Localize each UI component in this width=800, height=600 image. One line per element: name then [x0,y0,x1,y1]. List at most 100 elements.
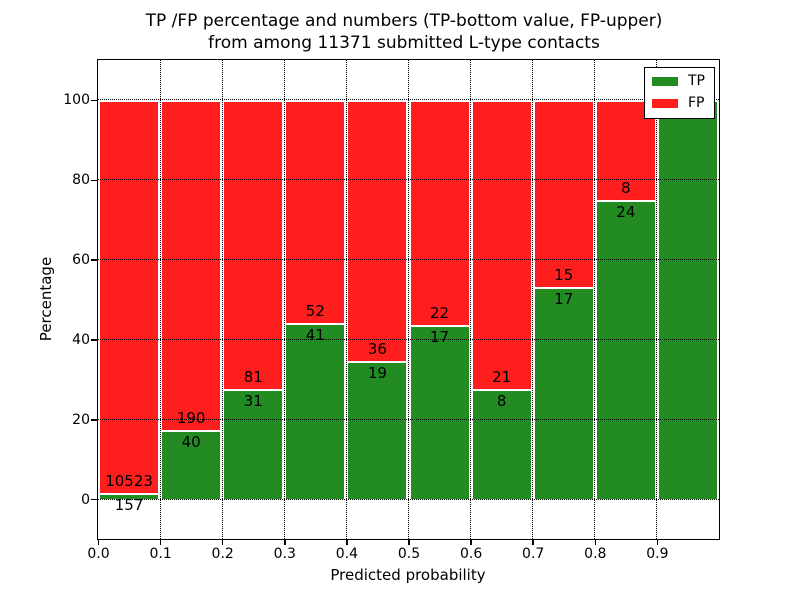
fp-bar-segment [410,101,469,328]
x-tick-mark [594,540,597,545]
gridline-v [345,60,347,539]
x-tick-label: 0.1 [149,546,172,562]
tp-count-label: 17 [554,290,574,309]
gridline-v [159,60,161,539]
fp-count-label: 21 [492,367,512,386]
tp-count-label: 8 [496,391,507,410]
tp-bar-segment [410,327,469,500]
tp-bar-segment [658,101,717,500]
bar-group [98,99,161,500]
tp-bar-segment [348,363,407,500]
bar-group [532,99,595,500]
x-tick-label: 0.0 [87,546,110,562]
gridline-v [470,60,472,539]
x-tick-label: 0.9 [646,546,669,562]
chart-title-line2: from among 11371 submitted L-type contac… [208,33,600,53]
fp-count-label: 36 [367,340,387,359]
x-tick-label: 0.5 [397,546,421,562]
y-tick-mark [91,419,97,421]
tp-bar-segment [162,431,221,500]
fp-bar-segment [534,101,593,290]
gridline-v [283,60,285,539]
tp-bar-segment [472,390,531,500]
tp-count-label: 17 [430,328,450,347]
gridline-v [408,60,409,539]
fp-count-label: 190 [176,408,206,427]
bar-group [594,99,657,500]
fp-count-label: 15 [554,266,574,285]
bar-group [222,99,285,500]
bar-group [470,99,533,500]
y-tick-label: 0 [81,491,90,508]
y-tick-mark [91,179,97,181]
legend-tp-label: TP [688,73,705,89]
gridline-v [594,60,596,539]
y-tick-label: 100 [63,92,90,109]
tp-count-label: 31 [243,391,263,410]
fp-count-label: 22 [430,304,450,323]
x-tick-mark [159,540,162,545]
x-tick-mark [97,540,100,545]
tp-bar-segment [100,495,159,500]
y-tick-mark [91,99,97,102]
x-tick-mark [532,540,534,545]
tp-count-label: 19 [367,364,387,383]
tp-bar-segment [596,201,655,500]
y-tick-label: 20 [72,411,90,428]
x-tick-label: 0.8 [584,546,607,562]
legend-fp-swatch-icon [652,99,678,108]
chart-title-line1: TP /FP percentage and numbers (TP-bottom… [145,11,663,31]
fp-bar-segment [224,101,283,391]
legend-fp-label: FP [688,95,705,111]
fp-bar-segment [100,101,159,496]
bar-group [160,99,223,500]
x-tick-mark [284,540,286,545]
x-tick-label: 0.3 [273,546,296,562]
y-axis-label: Percentage [37,256,55,342]
tp-bar-segment [224,390,283,500]
y-tick-label: 80 [72,172,90,189]
legend-tp-swatch-icon [652,77,678,86]
tp-count-label: 40 [181,432,201,451]
fp-count-label: 52 [305,302,325,321]
x-tick-mark [408,540,410,545]
y-tick-mark [91,498,97,501]
legend-item-fp: FP [652,96,705,111]
plot-area: TP FP 10523 157 190 40 81 31 52 41 36 19 22 17 21 8 15… [97,59,720,540]
tp-count-label: 41 [305,326,325,345]
fp-count-label: 10523 [105,472,153,491]
gridline-v [656,60,658,539]
x-tick-mark [346,540,348,545]
tp-bar-segment [534,289,593,500]
fp-bar-segment [472,101,531,391]
x-tick-mark [221,540,224,545]
bar-group [284,99,347,500]
legend: TP FP [644,67,715,119]
gridline-v [532,60,534,539]
x-tick-mark [470,540,472,545]
y-tick-label: 60 [72,252,90,269]
x-tick-label: 0.2 [211,546,234,562]
bar-group [656,99,719,500]
bar-group [408,99,471,500]
tp-count-label: 24 [616,202,636,221]
y-tick-label: 40 [72,331,90,348]
fp-bar-segment [348,101,407,364]
legend-item-tp: TP [652,74,705,89]
gridline-v [221,60,223,539]
fp-bar-segment [286,101,345,326]
y-tick-mark [91,339,97,341]
fp-bar-segment [162,101,221,432]
fp-count-label: 81 [243,367,263,386]
x-tick-label: 0.4 [335,546,359,562]
y-tick-mark [91,259,97,261]
x-tick-label: 0.6 [459,546,483,562]
x-axis-label: Predicted probability [330,566,486,584]
tp-bar-segment [286,325,345,500]
x-tick-mark [656,540,659,545]
tp-count-label: 157 [114,496,144,515]
bar-group [346,99,409,500]
x-tick-label: 0.7 [522,546,545,562]
fp-count-label: 8 [621,178,631,197]
